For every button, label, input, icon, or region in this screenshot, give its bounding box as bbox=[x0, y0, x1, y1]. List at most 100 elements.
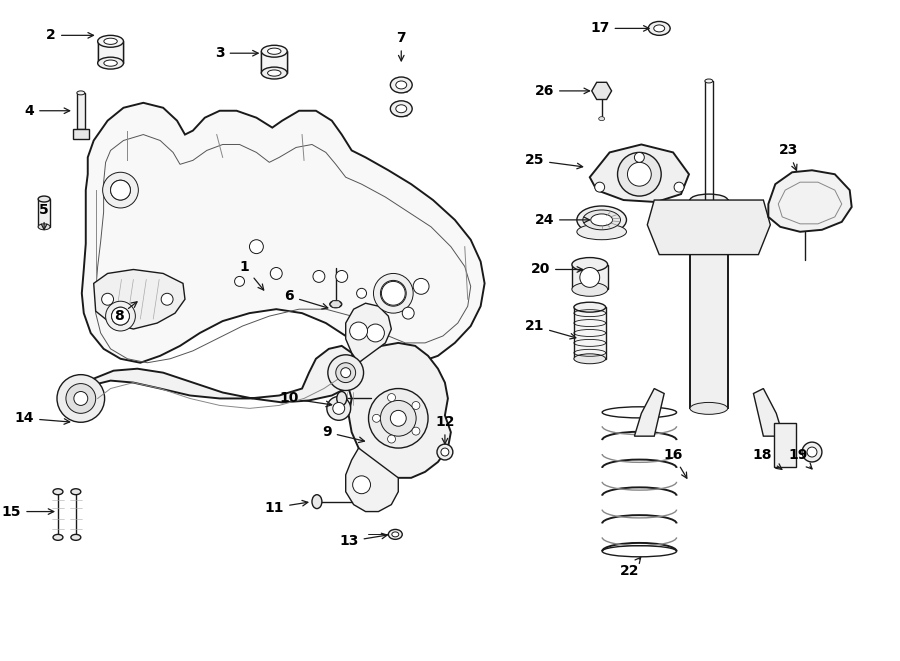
Circle shape bbox=[617, 153, 662, 196]
Ellipse shape bbox=[577, 224, 626, 240]
Ellipse shape bbox=[437, 444, 453, 460]
Polygon shape bbox=[94, 270, 185, 329]
Text: 26: 26 bbox=[535, 84, 590, 98]
Polygon shape bbox=[82, 103, 484, 363]
Circle shape bbox=[105, 301, 135, 331]
Circle shape bbox=[382, 282, 405, 305]
Ellipse shape bbox=[71, 534, 81, 540]
Text: 21: 21 bbox=[525, 319, 576, 339]
Circle shape bbox=[66, 383, 95, 413]
Text: 2: 2 bbox=[46, 28, 94, 42]
Circle shape bbox=[112, 307, 130, 325]
Ellipse shape bbox=[261, 45, 287, 57]
Circle shape bbox=[634, 153, 644, 163]
Circle shape bbox=[388, 393, 395, 401]
Ellipse shape bbox=[572, 282, 608, 296]
Polygon shape bbox=[753, 389, 783, 436]
Ellipse shape bbox=[690, 194, 728, 206]
Polygon shape bbox=[98, 41, 123, 63]
Text: 16: 16 bbox=[663, 448, 687, 478]
Circle shape bbox=[412, 401, 420, 409]
Text: 1: 1 bbox=[239, 260, 264, 290]
Ellipse shape bbox=[104, 60, 117, 66]
Ellipse shape bbox=[574, 302, 606, 312]
Ellipse shape bbox=[396, 105, 407, 113]
Ellipse shape bbox=[577, 206, 626, 234]
Circle shape bbox=[580, 268, 599, 288]
Circle shape bbox=[111, 180, 130, 200]
Circle shape bbox=[327, 397, 351, 420]
Ellipse shape bbox=[572, 258, 608, 272]
Polygon shape bbox=[572, 264, 608, 290]
Circle shape bbox=[161, 293, 173, 305]
Circle shape bbox=[249, 240, 264, 254]
Circle shape bbox=[103, 173, 139, 208]
Circle shape bbox=[368, 389, 428, 448]
Polygon shape bbox=[76, 93, 85, 129]
Text: 13: 13 bbox=[339, 533, 387, 549]
Ellipse shape bbox=[391, 77, 412, 93]
Ellipse shape bbox=[312, 494, 322, 508]
Text: 22: 22 bbox=[620, 557, 641, 578]
Ellipse shape bbox=[574, 354, 606, 364]
Polygon shape bbox=[346, 303, 392, 363]
Polygon shape bbox=[690, 200, 728, 408]
Circle shape bbox=[356, 288, 366, 298]
Circle shape bbox=[381, 401, 416, 436]
Text: 15: 15 bbox=[2, 504, 54, 519]
Text: 24: 24 bbox=[535, 213, 590, 227]
Ellipse shape bbox=[104, 38, 117, 44]
Ellipse shape bbox=[98, 35, 123, 47]
Text: 9: 9 bbox=[322, 425, 364, 443]
Circle shape bbox=[595, 182, 605, 192]
Text: 17: 17 bbox=[590, 21, 649, 36]
Ellipse shape bbox=[267, 70, 281, 76]
Text: 25: 25 bbox=[525, 153, 582, 169]
Text: 18: 18 bbox=[752, 448, 782, 469]
Circle shape bbox=[807, 447, 817, 457]
Polygon shape bbox=[634, 389, 664, 436]
Ellipse shape bbox=[337, 391, 347, 405]
Text: 12: 12 bbox=[436, 415, 454, 444]
Text: 5: 5 bbox=[40, 203, 49, 229]
Ellipse shape bbox=[76, 91, 85, 95]
Polygon shape bbox=[774, 423, 796, 467]
Circle shape bbox=[388, 435, 395, 443]
Ellipse shape bbox=[590, 214, 613, 226]
Circle shape bbox=[102, 293, 113, 305]
Polygon shape bbox=[574, 307, 606, 359]
Text: 11: 11 bbox=[265, 500, 308, 515]
Circle shape bbox=[391, 410, 406, 426]
Circle shape bbox=[336, 363, 356, 383]
Ellipse shape bbox=[389, 529, 402, 539]
Ellipse shape bbox=[648, 21, 670, 35]
Ellipse shape bbox=[441, 448, 449, 456]
Ellipse shape bbox=[705, 79, 713, 83]
Text: 6: 6 bbox=[284, 290, 328, 309]
Polygon shape bbox=[261, 51, 287, 73]
Circle shape bbox=[350, 322, 367, 340]
Circle shape bbox=[373, 414, 381, 422]
Circle shape bbox=[627, 163, 652, 186]
Polygon shape bbox=[71, 346, 356, 408]
Polygon shape bbox=[38, 199, 50, 227]
Circle shape bbox=[74, 391, 87, 405]
Circle shape bbox=[674, 182, 684, 192]
Ellipse shape bbox=[391, 101, 412, 117]
Circle shape bbox=[313, 270, 325, 282]
Polygon shape bbox=[73, 129, 89, 139]
Text: 8: 8 bbox=[113, 302, 137, 323]
Polygon shape bbox=[329, 301, 342, 307]
Polygon shape bbox=[591, 83, 612, 100]
Polygon shape bbox=[590, 145, 689, 202]
Ellipse shape bbox=[598, 117, 605, 121]
Circle shape bbox=[111, 180, 130, 200]
Circle shape bbox=[57, 375, 104, 422]
Ellipse shape bbox=[267, 48, 281, 54]
Polygon shape bbox=[348, 343, 451, 478]
Polygon shape bbox=[647, 200, 770, 254]
Polygon shape bbox=[769, 171, 851, 232]
Ellipse shape bbox=[53, 534, 63, 540]
Ellipse shape bbox=[53, 488, 63, 494]
Circle shape bbox=[402, 307, 414, 319]
